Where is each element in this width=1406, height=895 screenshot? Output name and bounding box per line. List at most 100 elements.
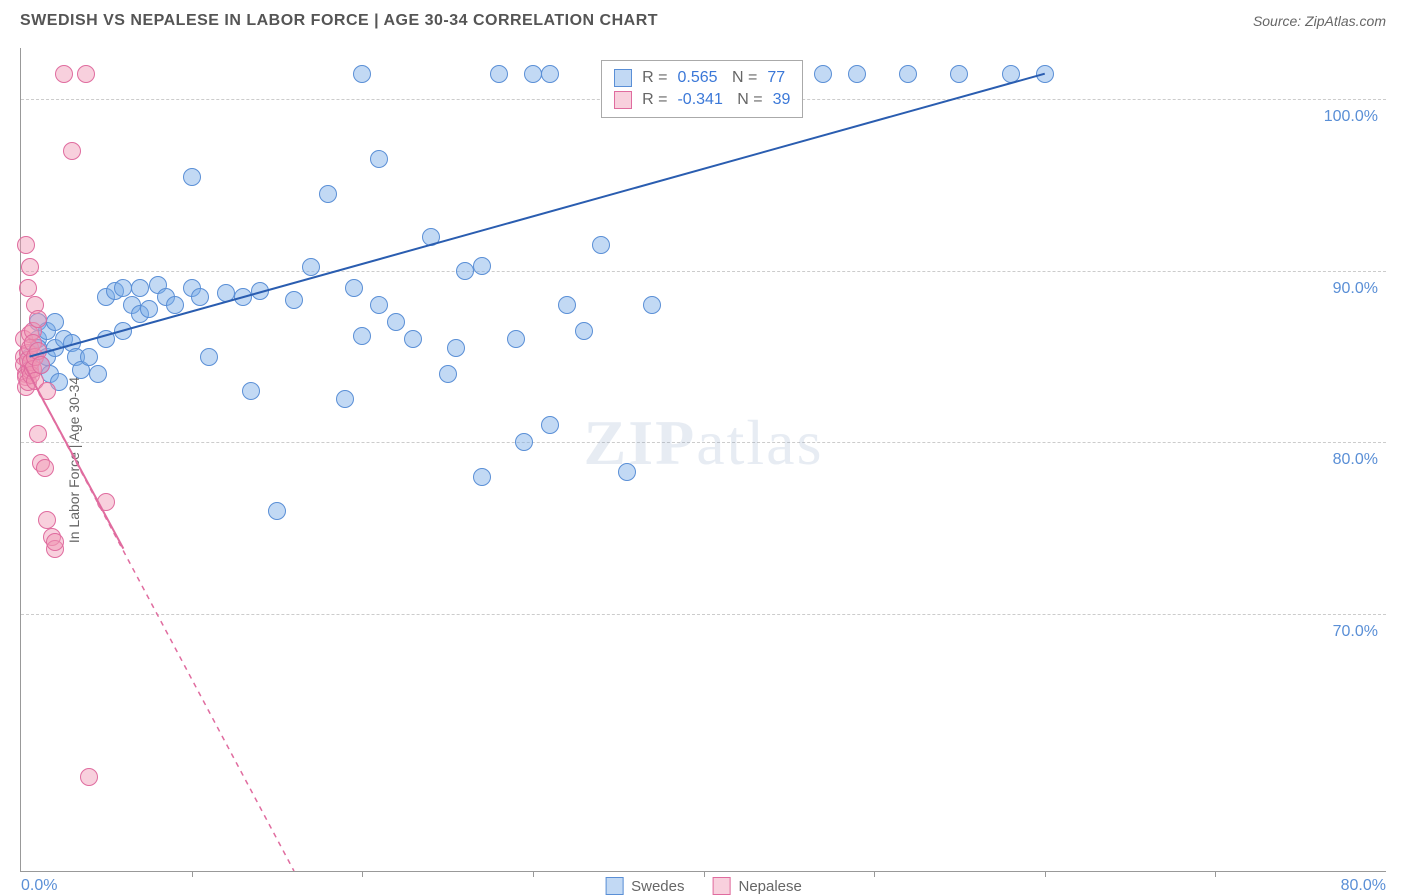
- r-value: 0.565: [677, 69, 717, 87]
- data-point: [345, 279, 363, 297]
- data-point: [217, 284, 235, 302]
- data-point: [422, 228, 440, 246]
- data-point: [242, 382, 260, 400]
- x-axis-origin-label: 0.0%: [21, 877, 57, 895]
- n-label: N =: [728, 69, 758, 87]
- data-point: [456, 262, 474, 280]
- x-tick-mark: [192, 871, 193, 877]
- data-point: [131, 279, 149, 297]
- data-point: [19, 279, 37, 297]
- data-point: [46, 313, 64, 331]
- data-point: [618, 463, 636, 481]
- data-point: [1036, 65, 1054, 83]
- data-point: [32, 356, 50, 374]
- data-point: [97, 330, 115, 348]
- swatch-icon: [605, 877, 623, 895]
- data-point: [17, 236, 35, 254]
- r-value: -0.341: [677, 91, 722, 109]
- data-point: [191, 288, 209, 306]
- r-label: R =: [642, 69, 667, 87]
- data-point: [473, 468, 491, 486]
- gridline: [21, 614, 1386, 615]
- data-point: [490, 65, 508, 83]
- data-point: [1002, 65, 1020, 83]
- data-point: [114, 279, 132, 297]
- data-point: [507, 330, 525, 348]
- data-point: [319, 185, 337, 203]
- data-point: [404, 330, 422, 348]
- y-tick-label: 80.0%: [1333, 451, 1378, 469]
- x-tick-mark: [362, 871, 363, 877]
- data-point: [29, 425, 47, 443]
- r-label: R =: [642, 91, 667, 109]
- data-point: [592, 236, 610, 254]
- data-point: [63, 142, 81, 160]
- data-point: [80, 768, 98, 786]
- data-point: [97, 493, 115, 511]
- data-point: [38, 511, 56, 529]
- data-point: [370, 296, 388, 314]
- x-tick-mark: [1045, 871, 1046, 877]
- x-axis-end-label: 80.0%: [1341, 877, 1386, 895]
- x-tick-mark: [1215, 871, 1216, 877]
- stats-row-swedes: R = 0.565 N = 77: [614, 67, 790, 89]
- chart-area: In Labor Force | Age 30-34 0.0% 80.0% 70…: [20, 48, 1386, 872]
- data-point: [336, 390, 354, 408]
- swatch-icon: [614, 69, 632, 87]
- legend-item-swedes: Swedes: [605, 877, 684, 895]
- stats-row-nepalese: R = -0.341 N = 39: [614, 89, 790, 111]
- data-point: [524, 65, 542, 83]
- data-point: [166, 296, 184, 314]
- chart-title: SWEDISH VS NEPALESE IN LABOR FORCE | AGE…: [20, 12, 658, 30]
- gridline: [21, 442, 1386, 443]
- data-point: [541, 416, 559, 434]
- swatch-icon: [712, 877, 730, 895]
- data-point: [575, 322, 593, 340]
- data-point: [814, 65, 832, 83]
- data-point: [234, 288, 252, 306]
- data-point: [439, 365, 457, 383]
- data-point: [114, 322, 132, 340]
- data-point: [29, 310, 47, 328]
- source-label: Source: ZipAtlas.com: [1253, 13, 1386, 29]
- data-point: [950, 65, 968, 83]
- data-point: [38, 382, 56, 400]
- data-point: [55, 65, 73, 83]
- data-point: [370, 150, 388, 168]
- data-point: [353, 327, 371, 345]
- data-point: [183, 168, 201, 186]
- y-tick-label: 100.0%: [1324, 108, 1378, 126]
- data-point: [848, 65, 866, 83]
- data-point: [302, 258, 320, 276]
- data-point: [36, 459, 54, 477]
- data-point: [200, 348, 218, 366]
- y-tick-label: 70.0%: [1333, 623, 1378, 641]
- data-point: [77, 65, 95, 83]
- data-point: [899, 65, 917, 83]
- data-point: [251, 282, 269, 300]
- data-point: [46, 533, 64, 551]
- plot-area: 70.0% 80.0% 90.0% 100.0%: [21, 48, 1386, 871]
- legend: Swedes Nepalese: [605, 877, 802, 895]
- data-point: [541, 65, 559, 83]
- x-tick-mark: [874, 871, 875, 877]
- data-point: [80, 348, 98, 366]
- data-point: [353, 65, 371, 83]
- swatch-icon: [614, 91, 632, 109]
- data-point: [643, 296, 661, 314]
- y-tick-label: 90.0%: [1333, 280, 1378, 298]
- x-tick-mark: [533, 871, 534, 877]
- data-point: [21, 258, 39, 276]
- gridline: [21, 271, 1386, 272]
- n-value: 77: [767, 69, 785, 87]
- n-label: N =: [733, 91, 763, 109]
- data-point: [268, 502, 286, 520]
- data-point: [558, 296, 576, 314]
- legend-item-nepalese: Nepalese: [712, 877, 801, 895]
- data-point: [473, 257, 491, 275]
- data-point: [89, 365, 107, 383]
- data-point: [285, 291, 303, 309]
- data-point: [447, 339, 465, 357]
- n-value: 39: [773, 91, 791, 109]
- data-point: [140, 300, 158, 318]
